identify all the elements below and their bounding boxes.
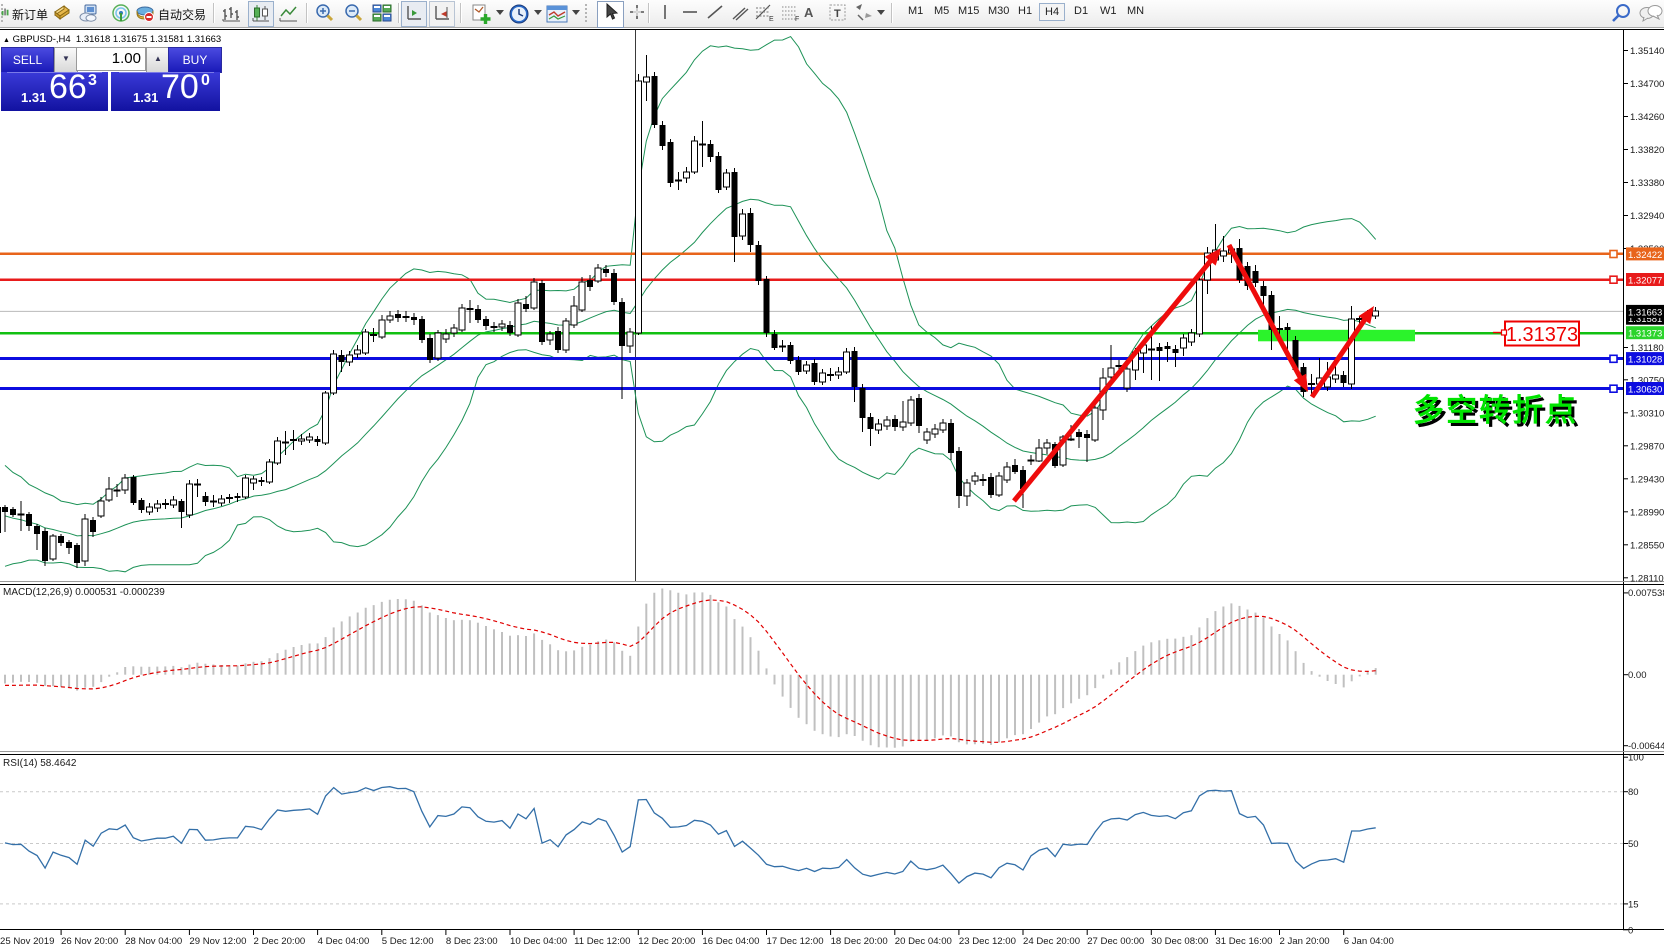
svg-text:1.30310: 1.30310	[1630, 408, 1664, 419]
svg-text:1.28550: 1.28550	[1630, 540, 1664, 551]
svg-text:1.31663: 1.31663	[1628, 307, 1662, 318]
svg-text:31 Dec 16:00: 31 Dec 16:00	[1215, 936, 1272, 947]
svg-text:5 Dec 12:00: 5 Dec 12:00	[382, 936, 434, 947]
svg-text:28 Nov 04:00: 28 Nov 04:00	[125, 936, 182, 947]
svg-text:23 Dec 12:00: 23 Dec 12:00	[959, 936, 1016, 947]
svg-text:18 Dec 20:00: 18 Dec 20:00	[831, 936, 888, 947]
svg-text:1.30750: 1.30750	[1630, 375, 1664, 386]
svg-text:RSI(14) 58.4642: RSI(14) 58.4642	[3, 758, 77, 769]
svg-text:1.31180: 1.31180	[1630, 343, 1664, 354]
svg-text:30 Dec 08:00: 30 Dec 08:00	[1151, 936, 1208, 947]
svg-text:20 Dec 04:00: 20 Dec 04:00	[895, 936, 952, 947]
svg-text:6 Jan 04:00: 6 Jan 04:00	[1344, 936, 1394, 947]
svg-text:1.32940: 1.32940	[1630, 211, 1664, 222]
svg-text:17 Dec 12:00: 17 Dec 12:00	[767, 936, 824, 947]
svg-text:多空转折点: 多空转折点	[1416, 396, 1581, 431]
svg-text:1.32077: 1.32077	[1628, 276, 1662, 287]
svg-text:1.31373: 1.31373	[1506, 324, 1578, 346]
svg-text:10 Dec 04:00: 10 Dec 04:00	[510, 936, 567, 947]
svg-text:24 Dec 20:00: 24 Dec 20:00	[1023, 936, 1080, 947]
svg-text:26 Nov 20:00: 26 Nov 20:00	[61, 936, 118, 947]
svg-text:1.34700: 1.34700	[1630, 79, 1664, 90]
svg-text:1.31581: 1.31581	[1628, 314, 1662, 325]
svg-text:16 Dec 04:00: 16 Dec 04:00	[702, 936, 759, 947]
svg-text:12 Dec 20:00: 12 Dec 20:00	[638, 936, 695, 947]
svg-text:4 Dec 04:00: 4 Dec 04:00	[318, 936, 370, 947]
svg-text:MACD(12,26,9) 0.000531 -0.0002: MACD(12,26,9) 0.000531 -0.000239	[3, 587, 165, 598]
svg-text:80: 80	[1628, 787, 1639, 798]
svg-text:1.33380: 1.33380	[1630, 178, 1664, 189]
svg-text:11 Dec 12:00: 11 Dec 12:00	[574, 936, 630, 947]
svg-text:15: 15	[1628, 899, 1639, 910]
svg-text:1.31373: 1.31373	[1628, 329, 1662, 340]
svg-text:1.28110: 1.28110	[1630, 573, 1664, 584]
svg-text:1.28990: 1.28990	[1630, 507, 1664, 518]
svg-text:29 Nov 12:00: 29 Nov 12:00	[189, 936, 246, 947]
svg-text:1.34260: 1.34260	[1630, 112, 1664, 123]
svg-text:F: F	[795, 16, 799, 23]
svg-text:0: 0	[1628, 925, 1633, 936]
svg-text:1.32422: 1.32422	[1628, 250, 1662, 261]
svg-text:50: 50	[1628, 839, 1639, 850]
svg-text:0.007538: 0.007538	[1628, 588, 1664, 599]
svg-text:1.29870: 1.29870	[1630, 441, 1664, 452]
svg-text:2 Dec 20:00: 2 Dec 20:00	[254, 936, 306, 947]
svg-text:0.00: 0.00	[1628, 670, 1647, 681]
svg-text:27 Dec 00:00: 27 Dec 00:00	[1087, 936, 1144, 947]
svg-text:1.31028: 1.31028	[1628, 355, 1662, 366]
svg-text:多空转折点: 多空转折点	[1413, 393, 1578, 428]
svg-text:8 Dec 23:00: 8 Dec 23:00	[446, 936, 498, 947]
svg-text:1.35140: 1.35140	[1630, 46, 1664, 57]
svg-text:1.30630: 1.30630	[1628, 385, 1662, 396]
svg-text:1.33820: 1.33820	[1630, 145, 1664, 156]
svg-text:2 Jan 20:00: 2 Jan 20:00	[1280, 936, 1330, 947]
svg-text:1.29430: 1.29430	[1630, 474, 1664, 485]
svg-text:-0.006446: -0.006446	[1628, 741, 1664, 752]
svg-text:100: 100	[1628, 753, 1644, 764]
svg-text:T: T	[834, 8, 841, 20]
svg-text:25 Nov 2019: 25 Nov 2019	[0, 936, 54, 947]
svg-text:E: E	[769, 16, 774, 23]
